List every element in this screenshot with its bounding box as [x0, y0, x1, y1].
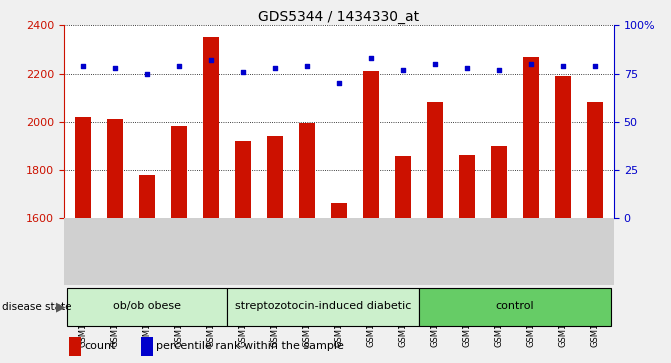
Text: ▶: ▶ [56, 300, 65, 313]
Bar [171, 126, 187, 218]
Bar [267, 136, 283, 218]
Bar [427, 102, 443, 218]
Point [397, 67, 408, 73]
Bar [523, 57, 539, 218]
Point [589, 63, 600, 69]
Bar [299, 123, 315, 218]
Point [174, 63, 185, 69]
Text: count: count [85, 341, 116, 351]
Bar [69, 337, 81, 356]
Bar [67, 288, 227, 326]
Point [205, 57, 216, 63]
Point [270, 65, 280, 71]
Text: control: control [495, 301, 534, 311]
Bar [141, 337, 153, 356]
Bar [491, 146, 507, 218]
Text: percentile rank within the sample: percentile rank within the sample [156, 341, 344, 351]
Point [558, 63, 568, 69]
Bar [203, 37, 219, 218]
Point [301, 63, 312, 69]
Bar [459, 155, 475, 218]
Bar [555, 76, 571, 218]
Point [142, 70, 152, 76]
Bar [235, 141, 251, 218]
Point [525, 61, 536, 67]
Bar [586, 102, 603, 218]
Title: GDS5344 / 1434330_at: GDS5344 / 1434330_at [258, 11, 419, 24]
Point [429, 61, 440, 67]
Bar [331, 203, 347, 218]
Point [366, 55, 376, 61]
Point [238, 69, 248, 74]
Point [333, 80, 344, 86]
Bar [395, 156, 411, 218]
Point [109, 65, 120, 71]
Point [78, 63, 89, 69]
Text: ob/ob obese: ob/ob obese [113, 301, 181, 311]
Text: streptozotocin-induced diabetic: streptozotocin-induced diabetic [235, 301, 411, 311]
Bar [419, 288, 611, 326]
Bar [139, 175, 155, 218]
Bar [227, 288, 419, 326]
Text: disease state: disease state [2, 302, 72, 312]
Bar [363, 71, 379, 218]
Bar [107, 119, 123, 218]
Point [493, 67, 504, 73]
Point [462, 65, 472, 71]
Bar [75, 117, 91, 218]
